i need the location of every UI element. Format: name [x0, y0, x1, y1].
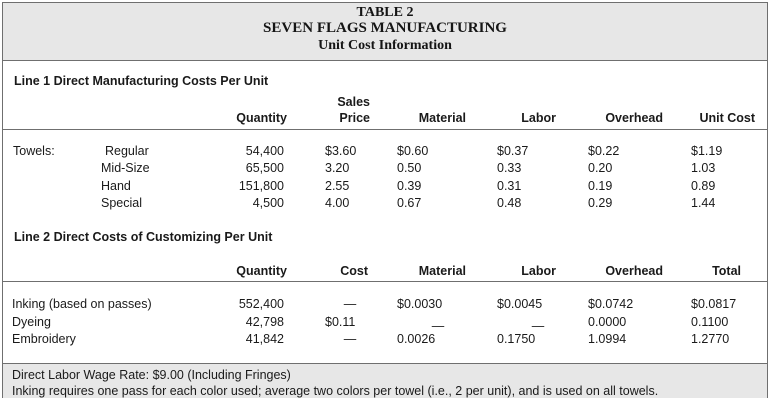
s2-row-material: $0.0030	[397, 297, 443, 311]
s1-row-unit-cost: 1.44	[691, 196, 716, 210]
s2-row-overhead: $0.0742	[588, 297, 634, 311]
s1-header-unit-cost: Unit Cost	[699, 111, 755, 125]
s1-row-name: Special	[101, 196, 142, 210]
s2-row-quantity: 552,400	[238, 297, 284, 311]
company-name: SEVEN FLAGS MANUFACTURING	[263, 20, 507, 36]
s1-group-label: Towels:	[13, 144, 55, 158]
s1-row-overhead: 0.19	[588, 179, 613, 193]
s2-row-total: $0.0817	[691, 297, 737, 311]
table-title-block: TABLE 2 SEVEN FLAGS MANUFACTURING Unit C…	[3, 3, 767, 61]
s1-row-overhead: 0.20	[588, 161, 613, 175]
s2-row-name: Embroidery	[12, 332, 76, 346]
footnote-wage-rate: Direct Labor Wage Rate: $9.00 (Including…	[12, 368, 291, 382]
s2-header-quantity: Quantity	[236, 264, 287, 278]
s1-row-price: $3.60	[325, 144, 357, 158]
s2-header-overhead: Overhead	[605, 264, 663, 278]
s2-row-cost: —	[343, 297, 357, 311]
s2-row-labor: $0.0045	[497, 297, 543, 311]
s1-row-labor: $0.37	[497, 144, 529, 158]
s1-row-unit-cost: 0.89	[691, 179, 716, 193]
s1-header-quantity: Quantity	[236, 111, 287, 125]
s2-row-name: Inking (based on passes)	[12, 297, 152, 311]
s1-row-unit-cost: $1.19	[691, 144, 723, 158]
section1-title: Line 1 Direct Manufacturing Costs Per Un…	[14, 74, 269, 88]
s2-header-labor: Labor	[521, 264, 556, 278]
s1-row-material: 0.39	[397, 179, 422, 193]
s1-row-quantity: 65,500	[245, 161, 284, 175]
s2-row-total: 1.2770	[691, 332, 730, 346]
s1-header-overhead: Overhead	[605, 111, 663, 125]
s2-row-name: Dyeing	[12, 315, 51, 329]
s1-header-labor: Labor	[521, 111, 556, 125]
section2-title: Line 2 Direct Costs of Customizing Per U…	[14, 230, 273, 244]
s1-row-labor: 0.48	[497, 196, 522, 210]
s1-header-rule	[3, 129, 767, 130]
s1-row-labor: 0.33	[497, 161, 522, 175]
s2-row-quantity: 42,798	[245, 315, 284, 329]
s1-row-overhead: 0.29	[588, 196, 613, 210]
s2-row-material: 0.0026	[397, 332, 436, 346]
s2-row-labor: 0.1750	[497, 332, 536, 346]
footnote-inking: Inking requires one pass for each color …	[12, 384, 659, 398]
s1-row-name: Hand	[101, 179, 131, 193]
s2-row-overhead: 1.0994	[588, 332, 627, 346]
s2-row-quantity: 41,842	[245, 332, 284, 346]
s1-row-material: 0.50	[397, 161, 422, 175]
s1-row-quantity: 151,800	[238, 179, 284, 193]
s2-header-rule	[3, 281, 767, 282]
s1-header-price: Price	[339, 111, 370, 125]
s1-row-price: 2.55	[325, 179, 350, 193]
s1-row-quantity: 54,400	[245, 144, 284, 158]
s1-row-material: $0.60	[397, 144, 429, 158]
s1-row-unit-cost: 1.03	[691, 161, 716, 175]
table-subtitle: Unit Cost Information	[318, 38, 452, 53]
s2-row-overhead: 0.0000	[588, 315, 627, 329]
s2-header-cost: Cost	[340, 264, 368, 278]
s1-row-name: Regular	[105, 144, 149, 158]
s1-row-price: 4.00	[325, 196, 350, 210]
table-footnotes: Direct Labor Wage Rate: $9.00 (Including…	[3, 363, 767, 398]
s2-row-cost: —	[343, 332, 357, 346]
s1-row-quantity: 4,500	[252, 196, 284, 210]
s1-header-material: Material	[418, 111, 466, 125]
s2-header-total: Total	[712, 264, 741, 278]
s2-row-cost: $0.11	[325, 315, 356, 329]
s1-row-labor: 0.31	[497, 179, 522, 193]
s1-header-sales: Sales	[337, 95, 370, 109]
s2-row-material: —	[431, 319, 445, 333]
s2-row-labor: —	[531, 319, 545, 333]
s1-row-name: Mid-Size	[101, 161, 150, 175]
s2-header-material: Material	[418, 264, 466, 278]
s2-row-total: 0.1100	[691, 315, 729, 329]
s1-row-price: 3.20	[325, 161, 350, 175]
table-number: TABLE 2	[356, 5, 414, 20]
s1-row-material: 0.67	[397, 196, 422, 210]
s1-row-overhead: $0.22	[588, 144, 620, 158]
